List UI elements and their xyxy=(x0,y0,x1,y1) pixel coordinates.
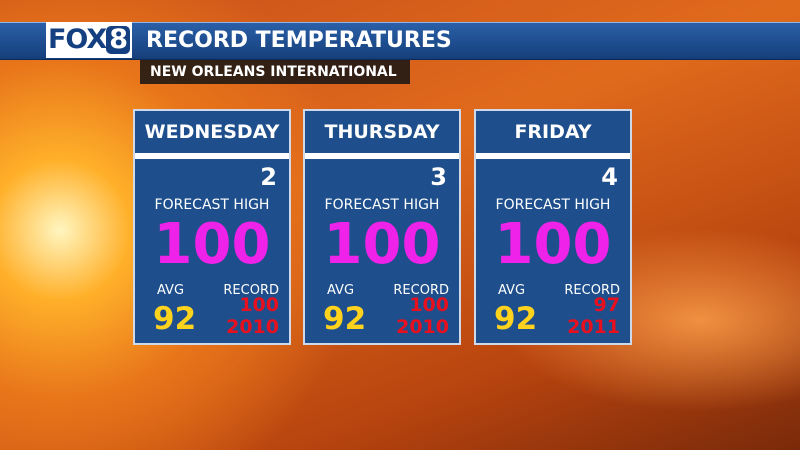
forecast-label: FORECAST HIGH xyxy=(154,197,270,213)
title: RECORD TEMPERATURES xyxy=(146,28,452,53)
record-label: RECORD xyxy=(564,283,620,298)
avg-label: AVG xyxy=(327,283,355,298)
day-card: WEDNESDAY 2 FORECAST HIGH 100 AVG 92 RECORD 100… xyxy=(133,109,291,345)
day-name: THURSDAY xyxy=(324,121,440,143)
logo: FOX 8 xyxy=(46,22,132,58)
forecast-high: 100 xyxy=(153,212,271,277)
logo-number: 8 xyxy=(106,26,131,54)
record-year: 2011 xyxy=(567,316,620,338)
day-card: FRIDAY 4 FORECAST HIGH 100 AVG 92 RECORD 97 2011 xyxy=(474,109,632,345)
forecast-label: FORECAST HIGH xyxy=(495,197,611,213)
avg-value: 92 xyxy=(494,301,538,337)
record-value: 100 xyxy=(239,294,279,316)
day-name: WEDNESDAY xyxy=(144,121,280,143)
forecast-high: 100 xyxy=(494,212,612,277)
title-bar xyxy=(0,22,800,60)
forecast-label: FORECAST HIGH xyxy=(324,197,440,213)
forecast-high: 100 xyxy=(323,212,441,277)
record-label: RECORD xyxy=(393,283,449,298)
record-year: 2010 xyxy=(226,316,279,338)
record-value: 100 xyxy=(409,294,449,316)
logo-brand: FOX xyxy=(47,24,107,55)
subtitle: NEW ORLEANS INTERNATIONAL xyxy=(140,60,410,84)
divider xyxy=(135,153,289,159)
avg-value: 92 xyxy=(153,301,197,337)
date: 4 xyxy=(601,163,618,191)
divider xyxy=(476,153,630,159)
divider xyxy=(305,153,459,159)
avg-value: 92 xyxy=(323,301,367,337)
record-label: RECORD xyxy=(223,283,279,298)
record-year: 2010 xyxy=(396,316,449,338)
day-name: FRIDAY xyxy=(514,121,592,143)
date: 3 xyxy=(430,163,447,191)
avg-label: AVG xyxy=(157,283,185,298)
avg-label: AVG xyxy=(498,283,526,298)
record-value: 97 xyxy=(593,294,620,316)
day-card: THURSDAY 3 FORECAST HIGH 100 AVG 92 RECORD 100 2… xyxy=(303,109,461,345)
date: 2 xyxy=(260,163,277,191)
